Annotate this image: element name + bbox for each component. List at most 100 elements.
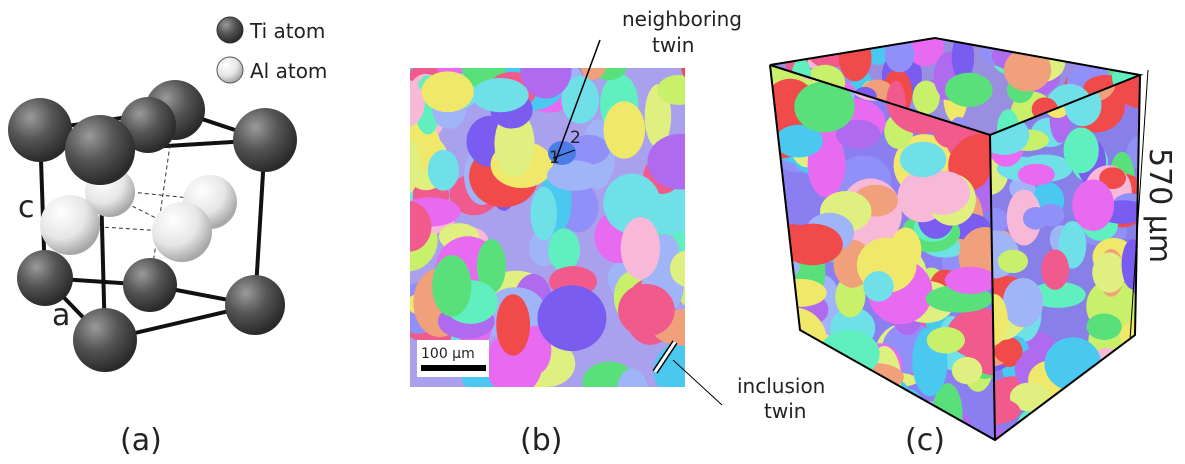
- legend-label: Ti atom: [249, 19, 325, 43]
- grain: [944, 72, 993, 107]
- grain: [1097, 395, 1129, 440]
- grain: [1114, 75, 1140, 109]
- grain: [1087, 38, 1130, 68]
- grain: [496, 294, 531, 356]
- grain: [620, 217, 661, 280]
- grain: [547, 160, 602, 191]
- grain: [432, 255, 472, 317]
- grain: [1098, 38, 1124, 70]
- grain: [770, 218, 788, 271]
- grain: [471, 78, 529, 113]
- grain: [603, 101, 646, 159]
- grain: [476, 239, 506, 294]
- grain: [669, 250, 685, 287]
- grain: [1041, 249, 1070, 290]
- grain: [994, 339, 1023, 364]
- grain: [774, 124, 823, 158]
- grain: [951, 38, 975, 81]
- grain: [990, 206, 1010, 234]
- grain: [1121, 38, 1140, 56]
- grain: [782, 223, 843, 266]
- grain: [1026, 424, 1084, 440]
- grain: [410, 80, 425, 127]
- grain: [616, 368, 648, 387]
- grain: [1099, 358, 1139, 412]
- grain: [1030, 281, 1086, 308]
- grain: [793, 38, 839, 47]
- grain: [1108, 415, 1140, 440]
- grain: [647, 133, 685, 190]
- grain: [770, 38, 807, 52]
- ti-atoms: [8, 80, 297, 312]
- grain: [580, 68, 606, 80]
- grain: [681, 68, 685, 78]
- grain: [561, 76, 600, 124]
- grain: [1099, 167, 1126, 190]
- grain: [906, 38, 944, 67]
- grain: [915, 170, 970, 215]
- grain: [926, 327, 965, 354]
- grain: [990, 293, 1008, 346]
- annotation: twin: [764, 399, 806, 423]
- grain: [530, 186, 557, 241]
- ebsd-map: 1 2 100 μm neighboring twin inclusion tw…: [410, 7, 825, 458]
- dimension-label: 570 μm: [1142, 148, 1177, 263]
- grain: [951, 356, 983, 385]
- grain: [1017, 163, 1055, 186]
- caption: (c): [905, 423, 945, 458]
- legend-label: Al atom: [250, 59, 327, 83]
- grain-label: 2: [570, 128, 581, 148]
- grain: [410, 138, 421, 194]
- annotation: inclusion: [737, 374, 825, 398]
- grain: [912, 80, 940, 114]
- grain: [421, 71, 474, 113]
- grain: [944, 266, 995, 295]
- grain: [1002, 277, 1044, 328]
- lattice-label: a: [52, 298, 70, 333]
- grain-label: 1: [549, 148, 560, 168]
- grain: [520, 68, 572, 99]
- grain: [1086, 408, 1140, 440]
- grain: [1063, 127, 1099, 174]
- grain: [1121, 239, 1140, 290]
- grain: [946, 308, 995, 359]
- scale-bar-label: 100 μm: [421, 346, 475, 362]
- legend-swatch: [216, 56, 244, 84]
- grain: [548, 228, 581, 272]
- legend-swatch: [216, 16, 244, 44]
- grain: [1126, 133, 1140, 172]
- grain: [868, 418, 908, 440]
- grain: [1046, 395, 1071, 440]
- grain: [822, 393, 858, 432]
- grain: [956, 133, 995, 167]
- grain: [653, 340, 685, 387]
- grain: [1052, 412, 1080, 440]
- lattice-label: c: [18, 190, 35, 225]
- grain: [1120, 318, 1140, 353]
- annotation: twin: [652, 33, 694, 57]
- grain: [567, 134, 610, 165]
- annotation: neighboring: [622, 7, 742, 31]
- grain: [1092, 252, 1127, 293]
- grain: [1091, 38, 1138, 64]
- grain: [796, 38, 821, 59]
- grain: [410, 201, 432, 252]
- grain: [618, 284, 675, 337]
- grain: [1125, 358, 1140, 404]
- grain: [874, 378, 912, 425]
- grain: [1022, 206, 1049, 230]
- grain: [1110, 358, 1140, 390]
- grain: [1003, 48, 1052, 92]
- grain: [1009, 382, 1051, 412]
- grain: [899, 141, 947, 178]
- grain: [838, 38, 872, 82]
- grain: [537, 285, 607, 352]
- grain: [1072, 179, 1115, 231]
- al-atoms: [40, 167, 237, 262]
- grain: [835, 119, 881, 150]
- grain: [854, 412, 888, 440]
- grain: [485, 331, 543, 387]
- grain: [863, 271, 894, 302]
- grain: [794, 81, 855, 133]
